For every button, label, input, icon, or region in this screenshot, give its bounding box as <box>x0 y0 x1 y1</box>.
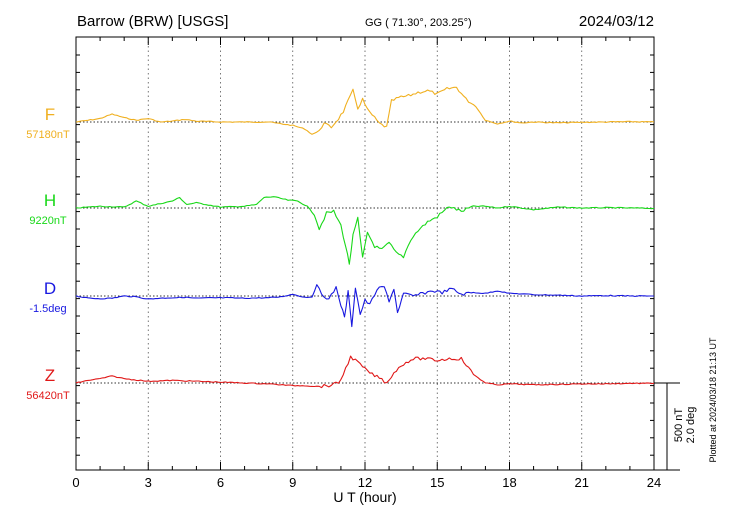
x-tick-label-18: 18 <box>502 475 516 490</box>
x-tick-labels: 0 3 6 9 12 15 18 21 24 <box>72 475 661 490</box>
series-line-D <box>75 284 654 328</box>
series-baseline-F: 57180nT <box>26 129 70 141</box>
series-lines <box>75 86 655 389</box>
x-tick-label-15: 15 <box>430 475 444 490</box>
scale-bar: 500 nT 2.0 deg <box>654 382 697 471</box>
x-tick-label-24: 24 <box>647 475 661 490</box>
x-tick-label-0: 0 <box>72 475 79 490</box>
x-tick-label-3: 3 <box>145 475 152 490</box>
station-title: Barrow (BRW) [USGS] <box>77 13 228 30</box>
series-line-Z <box>75 355 655 389</box>
x-tick-label-12: 12 <box>358 475 372 490</box>
series-name-H: H <box>44 191 56 210</box>
chart-date: 2024/03/12 <box>579 13 654 30</box>
series-name-Z: Z <box>45 366 55 385</box>
plotted-timestamp: Plotted at 2024/03/18 21:13 UT <box>708 337 718 463</box>
series-baseline-H: 9220nT <box>29 215 67 227</box>
series-name-D: D <box>44 279 56 298</box>
series-line-F <box>75 86 655 135</box>
x-tick-label-9: 9 <box>289 475 296 490</box>
series-baseline-Z: 56420nT <box>26 390 70 402</box>
chart-header: Barrow (BRW) [USGS] GG ( 71.30°, 203.25°… <box>77 13 654 30</box>
scale-bar-deg-label: 2.0 deg <box>685 407 697 444</box>
scale-bar-nt-label: 500 nT <box>673 408 685 443</box>
series-name-F: F <box>45 105 55 124</box>
station-coordinates: GG ( 71.30°, 203.25°) <box>365 17 472 29</box>
series-line-H <box>75 196 655 265</box>
series-baseline-D: -1.5deg <box>29 303 66 315</box>
chart-grid <box>147 37 583 470</box>
x-tick-label-21: 21 <box>575 475 589 490</box>
series-labels: F 57180nT H 9220nT D -1.5deg Z 56420nT <box>26 105 70 402</box>
axis-ticks <box>75 37 655 470</box>
x-axis-label: U T (hour) <box>333 489 396 505</box>
x-tick-label-6: 6 <box>217 475 224 490</box>
